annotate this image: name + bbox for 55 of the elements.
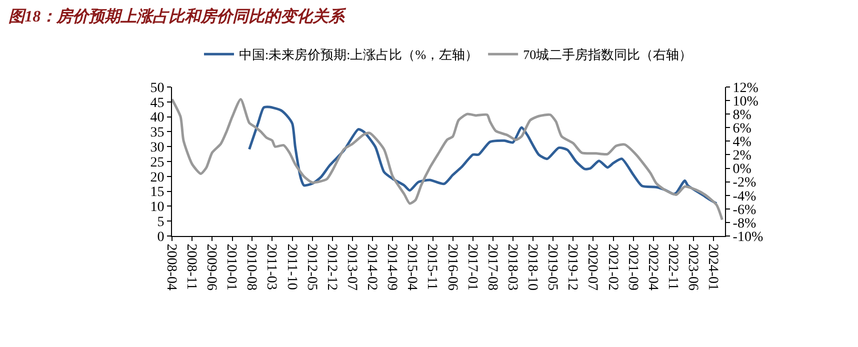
y2-tick-label: 10%: [732, 94, 759, 110]
y-tick-label: 40: [150, 110, 164, 126]
x-tick-label: 2015-04: [404, 244, 420, 290]
y-tick-label: 10: [150, 200, 164, 216]
y-tick-label: 50: [150, 80, 164, 96]
y2-tick-label: -10%: [732, 230, 764, 245]
legend-label: 70城二手房指数同比（右轴）: [523, 47, 692, 62]
x-tick-label: 2018-03: [504, 244, 520, 290]
y-tick-label: 25: [150, 155, 164, 170]
x-tick-label: 2012-12: [324, 244, 339, 290]
x-tick-label: 2014-02: [364, 244, 380, 290]
y2-tick-label: 8%: [732, 108, 752, 123]
y2-tick-label: 6%: [732, 122, 752, 137]
x-tick-label: 2022-04: [644, 244, 660, 290]
x-tick-label: 2010-08: [244, 244, 259, 290]
y-tick-label: 0: [157, 230, 164, 245]
x-tick-label: 2009-06: [204, 244, 219, 290]
y2-tick-label: -4%: [732, 189, 756, 204]
x-tick-label: 2017-08: [484, 244, 500, 290]
x-tick-label: 2014-09: [384, 244, 400, 290]
x-tick-label: 2013-07: [344, 244, 359, 290]
y2-tick-label: -6%: [732, 202, 756, 218]
x-tick-label: 2019-12: [564, 244, 580, 290]
x-tick-label: 2015-11: [424, 244, 440, 290]
y-tick-label: 5: [157, 215, 164, 230]
x-tick-label: 2024-01: [705, 244, 720, 290]
y-tick-label: 30: [150, 140, 164, 156]
y-tick-label: 15: [150, 185, 164, 200]
y-tick-label: 20: [150, 170, 164, 186]
x-tick-label: 2022-11: [664, 244, 680, 290]
y2-tick-label: 2%: [732, 148, 752, 164]
x-tick-label: 2021-09: [624, 244, 640, 290]
x-tick-label: 2017-01: [464, 244, 480, 290]
chart-title: 图18：房价预期上涨占比和房价同比的变化关系: [8, 6, 347, 26]
y-tick-label: 35: [150, 126, 164, 141]
x-tick-label: 2008-04: [163, 244, 178, 290]
x-tick-label: 2010-01: [224, 244, 239, 290]
x-tick-label: 2023-06: [684, 244, 700, 290]
x-tick-label: 2021-02: [604, 244, 620, 290]
y2-tick-label: -8%: [732, 216, 756, 232]
y2-tick-label: 12%: [732, 80, 759, 96]
x-tick-label: 2012-05: [304, 244, 319, 290]
x-tick-label: 2011-10: [284, 244, 299, 290]
y2-tick-label: 4%: [732, 135, 752, 150]
legend-label: 中国:未来房价预期:上涨占比（%，左轴）: [239, 47, 478, 62]
y-tick-label: 45: [150, 96, 164, 111]
line-series: [172, 98, 724, 221]
y2-tick-label: 0%: [732, 162, 752, 178]
x-tick-label: 2011-03: [264, 244, 279, 290]
x-tick-label: 2008-11: [184, 244, 199, 290]
x-tick-label: 2018-10: [524, 244, 540, 290]
x-tick-label: 2020-07: [584, 244, 600, 290]
x-tick-label: 2019-05: [544, 244, 560, 290]
y2-tick-label: -2%: [732, 176, 756, 191]
x-tick-label: 2016-06: [444, 244, 460, 290]
